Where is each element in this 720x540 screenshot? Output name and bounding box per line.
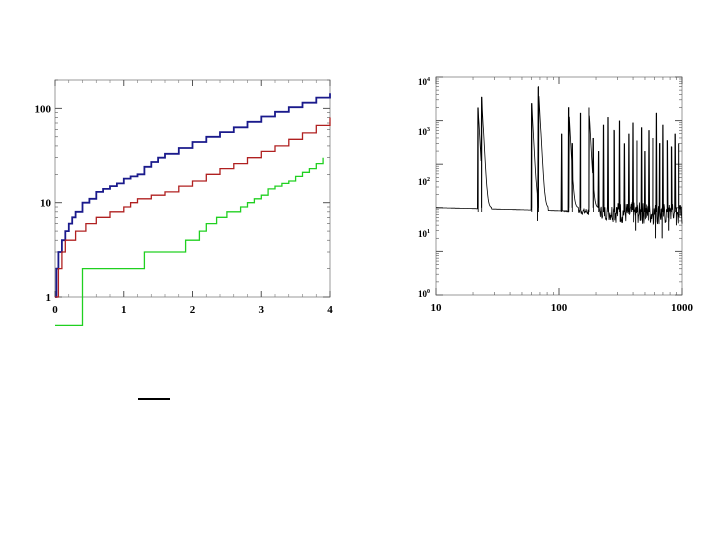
right-x-tick-label: 100 <box>551 302 568 314</box>
right-y-tick-base: 10 <box>418 127 428 137</box>
right-y-tick-base: 10 <box>418 177 428 187</box>
left-x-tick-label: 3 <box>259 304 265 316</box>
right-x-tick-label: 10 <box>431 302 443 314</box>
left-y-tick-label: 100 <box>35 103 52 115</box>
left-y-tick-label: 10 <box>40 198 52 210</box>
right-series-group <box>436 86 683 239</box>
left-x-tick-label: 0 <box>52 304 58 316</box>
right-y-tick-exp: 1 <box>427 229 430 235</box>
right-y-tick-exp: 4 <box>427 77 430 83</box>
left-x-tick-label: 2 <box>190 304 196 316</box>
right-y-tick-label: 101 <box>418 229 430 239</box>
right-y-tick-base: 10 <box>418 77 428 87</box>
right-y-tick-base: 10 <box>418 229 428 239</box>
left-series-group <box>55 93 331 327</box>
right-y-tick-exp: 2 <box>427 177 430 183</box>
right-y-tick-exp: 3 <box>427 127 430 133</box>
right-axis-ticks <box>435 76 683 296</box>
right-y-tick-label: 104 <box>418 77 430 87</box>
right-y-tick-exp: 0 <box>427 289 430 295</box>
left-series-line-1 <box>55 93 331 298</box>
left-x-tick-label: 1 <box>121 304 127 316</box>
right-y-tick-label: 102 <box>418 177 430 187</box>
left-series-line-3 <box>55 157 324 327</box>
left-series-line-2 <box>55 117 331 298</box>
right-y-tick-base: 10 <box>418 289 428 299</box>
right-x-tick-label: 1000 <box>671 302 694 314</box>
left-x-tick-label: 4 <box>327 304 333 316</box>
left-y-tick-label: 1 <box>46 292 52 304</box>
right-y-tick-label: 103 <box>418 127 430 137</box>
right-y-tick-label: 100 <box>418 289 430 299</box>
